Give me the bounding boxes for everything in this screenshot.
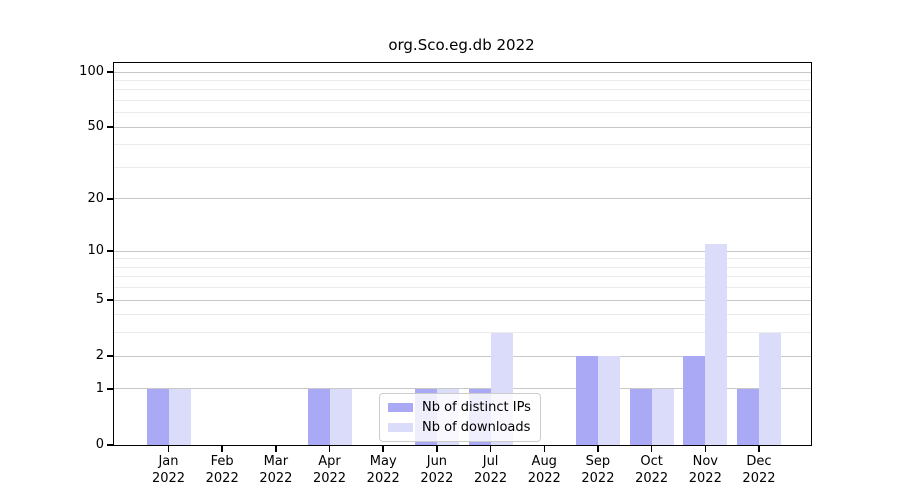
bar-distinct-ips-apr	[307, 388, 330, 445]
x-axis-tick-label: Jun 2022	[420, 454, 454, 486]
bar-downloads-dec	[758, 332, 781, 445]
x-axis-tick	[221, 446, 223, 452]
x-axis-tick	[382, 446, 384, 452]
legend-swatch-distinct-ips	[388, 403, 413, 412]
bar-distinct-ips-dec	[736, 388, 759, 445]
y-axis-tick	[107, 444, 113, 446]
plot-area: Nb of distinct IPs Nb of downloads 0 1 2 5 1…	[79, 62, 812, 486]
x-axis-tick-label: Dec 2022	[742, 454, 776, 486]
major-gridline	[114, 71, 811, 73]
minor-gridline	[114, 89, 811, 91]
y-axis-tick	[107, 250, 113, 252]
y-axis-tick-label: 50	[87, 119, 104, 135]
legend-label-downloads: Nb of downloads	[422, 420, 531, 435]
x-axis-tick-label: Nov 2022	[688, 454, 722, 486]
y-axis-tick	[107, 388, 113, 390]
bar-downloads-jan	[168, 388, 191, 445]
bar-downloads-nov	[705, 244, 728, 445]
bar-downloads-apr	[329, 388, 352, 445]
y-axis-tick	[107, 198, 113, 200]
x-axis-tick-label: May 2022	[366, 454, 400, 486]
minor-gridline	[114, 144, 811, 146]
x-axis-tick	[328, 446, 331, 452]
bar-distinct-ips-jan	[146, 388, 169, 445]
legend: Nb of distinct IPs Nb of downloads	[379, 393, 541, 442]
y-axis-tick-label: 1	[95, 380, 104, 396]
x-axis-tick	[489, 446, 492, 452]
y-axis-tick	[107, 71, 113, 73]
x-axis-tick	[275, 446, 277, 452]
x-axis-tick	[543, 446, 545, 452]
x-axis-tick-label: Oct 2022	[635, 454, 669, 486]
legend-label-distinct-ips: Nb of distinct IPs	[422, 400, 531, 415]
minor-gridline	[114, 112, 811, 114]
y-axis-tick-label: 2	[95, 348, 104, 364]
y-axis-tick-label: 20	[87, 190, 104, 206]
y-axis-tick-label: 5	[95, 292, 104, 308]
legend-item-downloads: Nb of downloads	[388, 420, 531, 435]
legend-swatch-downloads	[388, 423, 413, 432]
x-axis-tick-label: Aug 2022	[527, 454, 561, 486]
x-axis-tick-label: Jul 2022	[474, 454, 508, 486]
bar-distinct-ips-sep	[575, 356, 598, 445]
x-axis-tick	[167, 446, 170, 452]
bar-downloads-oct	[651, 388, 674, 445]
x-axis-tick-label: Feb 2022	[205, 454, 239, 486]
chart-title: org.Sco.eg.db 2022	[388, 36, 535, 54]
x-axis-tick-label: Sep 2022	[581, 454, 615, 486]
minor-gridline	[114, 99, 811, 101]
x-axis-tick-label: Jan 2022	[151, 454, 186, 486]
bar-distinct-ips-nov	[683, 356, 706, 445]
y-axis-tick	[107, 299, 113, 301]
x-axis-tick	[436, 446, 438, 452]
minor-gridline	[114, 166, 811, 168]
y-axis-tick	[107, 126, 113, 128]
x-axis-tick-label: Mar 2022	[259, 454, 293, 486]
bar-distinct-ips-oct	[629, 388, 652, 445]
y-axis-tick-label: 10	[87, 243, 104, 259]
x-axis-tick	[758, 446, 760, 452]
major-gridline	[114, 126, 811, 128]
minor-gridline	[114, 79, 811, 81]
y-axis-tick	[107, 355, 113, 357]
x-axis-tick	[704, 446, 707, 452]
x-axis-tick-label: Apr 2022	[312, 454, 347, 486]
legend-item-distinct-ips: Nb of distinct IPs	[388, 400, 531, 415]
major-gridline	[114, 198, 811, 200]
bar-downloads-sep	[597, 356, 620, 445]
y-axis-tick-label: 0	[95, 437, 104, 452]
y-axis-tick-label: 100	[79, 64, 104, 79]
x-axis-tick	[597, 446, 599, 452]
x-axis-tick	[650, 446, 653, 452]
